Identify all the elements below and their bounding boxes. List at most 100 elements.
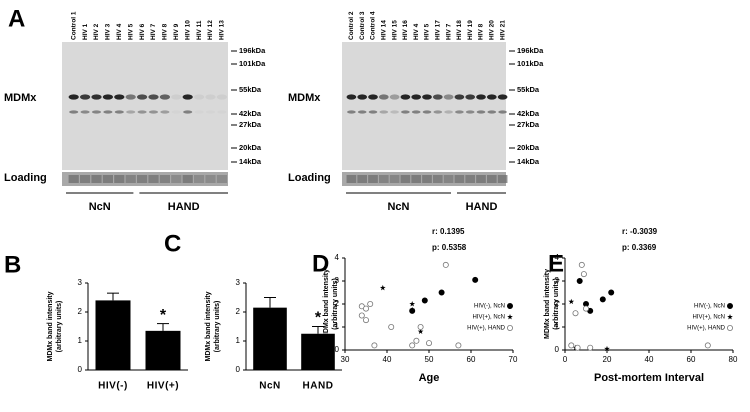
lane-label: HIV 7 [445,23,452,40]
x-axis-label: Age [419,372,440,384]
point [574,344,581,351]
band [379,110,389,114]
band [114,110,124,114]
legend-label: HIV(-), NcN [474,304,505,310]
y-tick-label: 3 [236,278,241,287]
loading-band [378,175,389,183]
point [599,296,606,303]
y-tick-label: 2 [78,307,83,316]
y-tick-label: 0 [555,345,560,354]
point [417,323,424,330]
loading-band [400,175,411,183]
loading-band [443,175,454,183]
x-tick-label: 30 [341,355,350,364]
y-axis-label: (arbitrary units) [214,301,221,353]
loading-band [454,175,465,183]
marker-label: 20kDa [517,143,540,152]
lane-label: Control 2 [348,11,355,40]
loading-band [389,175,400,183]
stat-annotation: p: 0.5358 [432,243,467,252]
y-axis-label: MDMx band intensity [205,291,212,361]
band [195,110,204,113]
marker-label: 27kDa [239,120,262,129]
point [438,289,445,296]
lane-label: HIV 20 [489,20,496,40]
y-tick-label: 1 [335,322,340,331]
band [137,110,147,114]
point [576,277,583,284]
group-label: NcN [89,201,111,213]
loading-band [497,175,508,183]
band [497,94,508,100]
lane-label: HIV 4 [413,23,420,40]
band [378,94,389,100]
point [568,342,575,349]
point [568,298,575,305]
legend-label: HIV(-), NcN [694,304,725,310]
bar [301,333,335,370]
lane-label: HIV 17 [435,20,442,40]
point [358,312,365,319]
band [465,94,476,100]
panel-label: C [164,230,181,257]
band [346,94,357,100]
band [172,110,181,113]
lane-label: HIV 11 [196,20,203,40]
band [160,110,170,114]
marker-label: 101kDa [517,59,544,68]
loading-band [193,175,205,183]
y-axis-label: MDMx band intensity [323,269,330,339]
band [80,110,90,114]
x-tick-label: NcN [259,381,281,392]
x-tick-label: 20 [603,355,612,364]
lane-label: HIV 5 [127,23,134,40]
lane-label: HIV 18 [456,20,463,40]
loading-band [182,175,193,183]
x-tick-label: 60 [467,355,476,364]
band [69,110,79,114]
y-axis-label: MDMx band intensity [47,291,54,361]
y-tick-label: 2 [335,299,340,308]
band [400,94,411,100]
legend-marker [506,302,513,309]
band [171,94,182,100]
loading-band [91,175,102,183]
loading-band [205,175,216,183]
x-tick-label: 40 [383,355,392,364]
loading-band [465,175,476,183]
lane-label: HIV 16 [402,20,409,40]
loading-band [114,175,125,183]
point [413,337,420,344]
marker-label: 14kDa [239,157,262,166]
band [443,94,454,100]
point [604,345,610,352]
marker-label: 55kDa [517,85,540,94]
stat-annotation: r: -0.3039 [622,227,658,236]
bar [145,330,181,370]
legend-label: HIV(+), NcN [692,315,725,321]
group-label: NcN [387,201,409,213]
y-axis-label: MDMx band intensity [544,269,551,339]
loading-band [346,175,357,183]
loading-band [136,175,148,183]
band [476,110,486,114]
legend-label: HIV(+), HAND [467,326,506,332]
lane-label: HIV 5 [424,23,431,40]
panel-label: B [4,251,21,278]
lane-label: Control 1 [70,11,77,40]
band [91,94,102,100]
y-tick-label: 4 [555,253,560,262]
legend-label: HIV(+), HAND [687,326,726,332]
marker-label: 101kDa [239,59,266,68]
marker-label: 196kDa [239,46,266,55]
stat-annotation: r: 0.1395 [432,227,465,236]
stat-annotation: p: 0.3369 [622,243,657,252]
legend-marker [727,324,734,331]
y-tick-label: 2 [555,299,560,308]
band [357,110,367,114]
lane-label: HIV 1 [82,23,89,40]
x-tick-label: HAND [303,381,334,392]
point [409,301,416,307]
band [125,94,136,100]
band [68,94,79,100]
